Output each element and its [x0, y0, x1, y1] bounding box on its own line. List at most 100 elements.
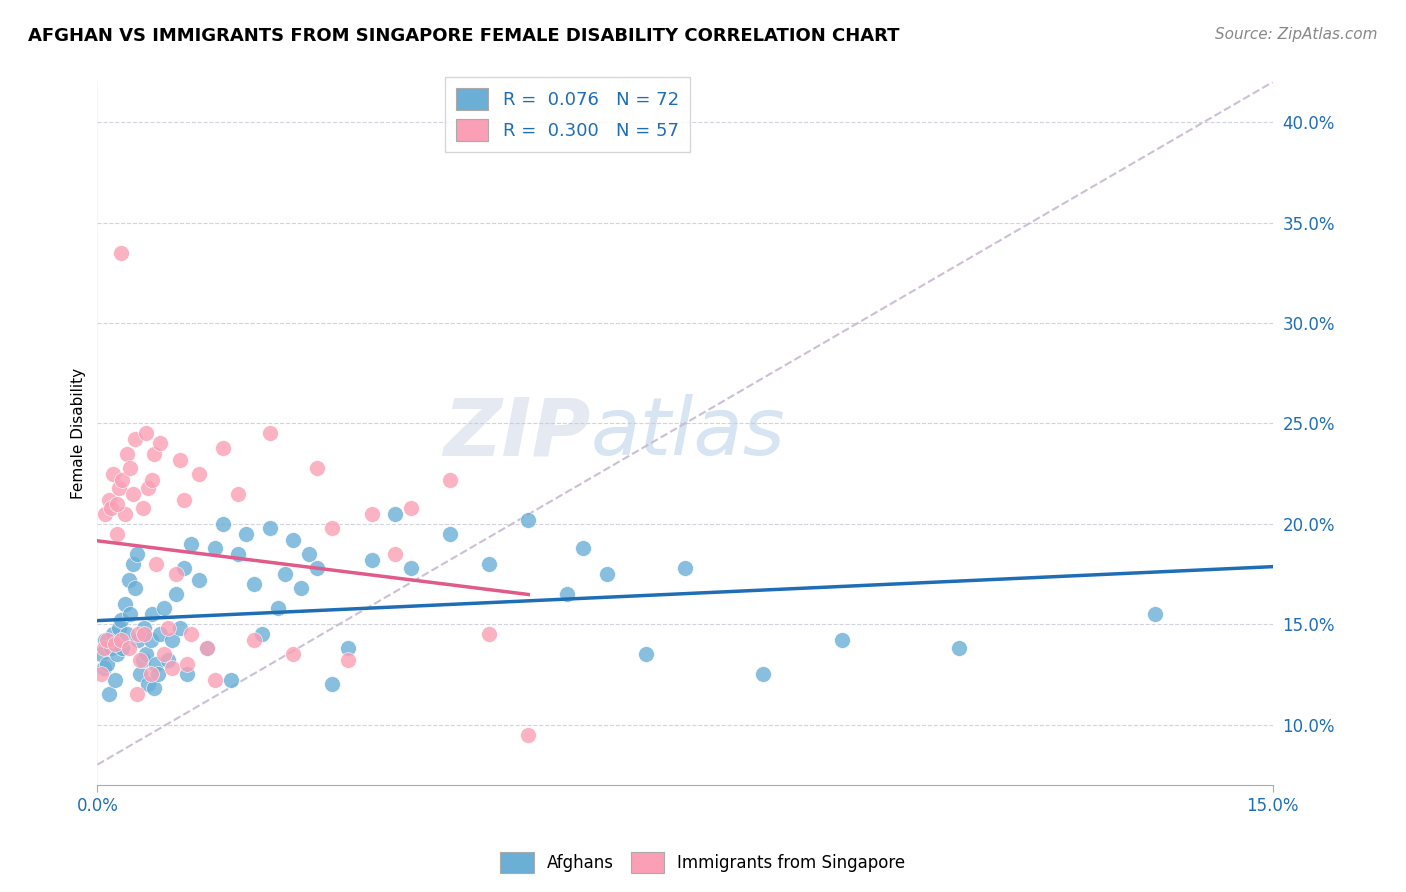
Point — [110, 633, 132, 648]
Point — [125, 547, 148, 561]
Point — [557, 587, 579, 601]
Point — [136, 481, 159, 495]
Point — [673, 561, 696, 575]
Point — [1143, 607, 1166, 621]
Point — [105, 497, 128, 511]
Point — [96, 657, 118, 672]
Point — [94, 633, 117, 648]
Point — [101, 627, 124, 641]
Point — [176, 657, 198, 672]
Point — [165, 587, 187, 601]
Point — [831, 633, 853, 648]
Point — [142, 446, 165, 460]
Point — [595, 566, 617, 581]
Point — [148, 667, 170, 681]
Point — [127, 627, 149, 641]
Point — [321, 521, 343, 535]
Point — [98, 687, 121, 701]
Point — [259, 426, 281, 441]
Point — [141, 607, 163, 621]
Point — [384, 507, 406, 521]
Point — [111, 473, 134, 487]
Point — [118, 641, 141, 656]
Point — [120, 607, 142, 621]
Point — [266, 601, 288, 615]
Text: AFGHAN VS IMMIGRANTS FROM SINGAPORE FEMALE DISABILITY CORRELATION CHART: AFGHAN VS IMMIGRANTS FROM SINGAPORE FEMA… — [28, 27, 900, 45]
Point — [173, 492, 195, 507]
Point — [90, 647, 112, 661]
Point — [156, 621, 179, 635]
Point — [103, 637, 125, 651]
Point — [124, 433, 146, 447]
Point — [93, 641, 115, 656]
Point — [634, 647, 657, 661]
Point — [114, 597, 136, 611]
Point — [517, 728, 540, 742]
Point — [135, 647, 157, 661]
Point — [211, 516, 233, 531]
Point — [360, 553, 382, 567]
Point — [169, 621, 191, 635]
Point — [517, 513, 540, 527]
Point — [127, 633, 149, 648]
Point — [115, 627, 138, 641]
Point — [211, 441, 233, 455]
Point — [337, 641, 360, 656]
Point — [124, 581, 146, 595]
Point — [141, 473, 163, 487]
Point — [283, 533, 305, 547]
Point — [195, 641, 218, 656]
Point — [145, 557, 167, 571]
Point — [399, 500, 422, 515]
Point — [321, 677, 343, 691]
Point — [103, 673, 125, 688]
Point — [110, 613, 132, 627]
Point — [129, 667, 152, 681]
Point — [142, 681, 165, 696]
Point — [228, 486, 250, 500]
Point — [188, 573, 211, 587]
Text: atlas: atlas — [591, 394, 786, 473]
Point — [115, 446, 138, 460]
Point — [752, 667, 775, 681]
Point — [948, 641, 970, 656]
Point — [360, 507, 382, 521]
Point — [108, 481, 131, 495]
Y-axis label: Female Disability: Female Disability — [72, 368, 86, 499]
Point — [439, 473, 461, 487]
Point — [136, 677, 159, 691]
Point — [100, 641, 122, 656]
Point — [153, 601, 176, 615]
Point — [98, 492, 121, 507]
Point — [250, 627, 273, 641]
Point — [298, 547, 321, 561]
Point — [149, 627, 172, 641]
Point — [100, 500, 122, 515]
Point — [105, 526, 128, 541]
Point — [105, 647, 128, 661]
Point — [219, 673, 242, 688]
Text: ZIP: ZIP — [443, 394, 591, 473]
Point — [139, 667, 162, 681]
Point — [121, 486, 143, 500]
Point — [134, 621, 156, 635]
Point — [180, 627, 202, 641]
Point — [384, 547, 406, 561]
Point — [110, 245, 132, 260]
Point — [153, 647, 176, 661]
Point — [118, 573, 141, 587]
Point — [129, 653, 152, 667]
Point — [132, 653, 155, 667]
Point — [478, 557, 501, 571]
Legend: R =  0.076   N = 72, R =  0.300   N = 57: R = 0.076 N = 72, R = 0.300 N = 57 — [446, 77, 690, 152]
Point — [243, 633, 266, 648]
Point — [94, 507, 117, 521]
Point — [337, 653, 360, 667]
Point — [114, 507, 136, 521]
Point — [111, 641, 134, 656]
Point — [399, 561, 422, 575]
Point — [478, 627, 501, 641]
Point — [204, 541, 226, 555]
Point — [195, 641, 218, 656]
Point — [145, 657, 167, 672]
